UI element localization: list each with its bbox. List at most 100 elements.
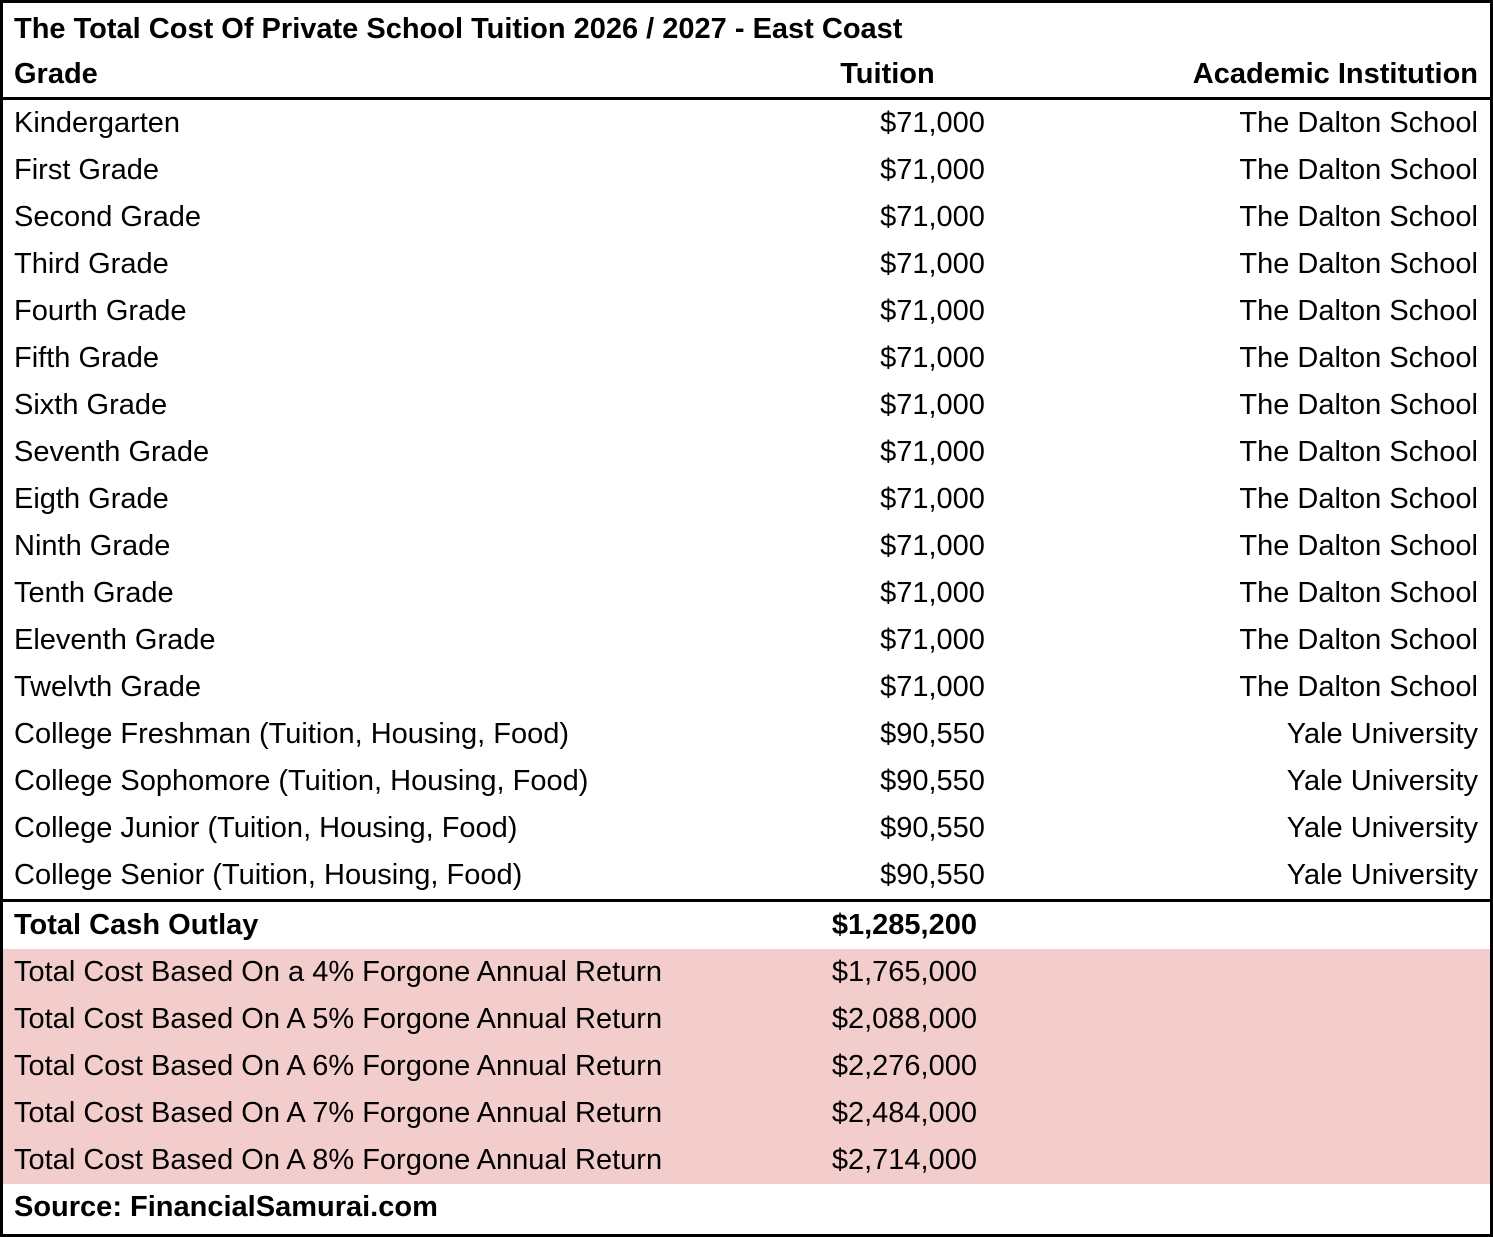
institution-cell: The Dalton School	[1239, 154, 1478, 186]
institution-cell: The Dalton School	[1239, 624, 1478, 656]
forgone-return-label: Total Cost Based On A 8% Forgone Annual …	[14, 1144, 663, 1176]
institution-cell: Yale University	[1286, 718, 1478, 750]
table-row: Eleventh Grade $71,000 The Dalton School	[3, 617, 1490, 664]
empty-cell	[1090, 902, 1490, 949]
forgone-return-label: Total Cost Based On a 4% Forgone Annual …	[14, 956, 663, 988]
institution-cell: The Dalton School	[1239, 248, 1478, 280]
forgone-return-value: $2,276,000	[831, 1050, 977, 1082]
empty-cell	[1090, 996, 1490, 1043]
total-cash-outlay-row: Total Cash Outlay $1,285,200	[3, 902, 1490, 949]
grade-cell: Fourth Grade	[14, 295, 187, 327]
grade-cell: College Junior (Tuition, Housing, Food)	[14, 812, 518, 844]
total-cash-outlay-label: Total Cash Outlay	[14, 909, 259, 941]
table-row: College Freshman (Tuition, Housing, Food…	[3, 711, 1490, 758]
forgone-return-row: Total Cost Based On a 4% Forgone Annual …	[3, 949, 1490, 996]
table-row: Seventh Grade $71,000 The Dalton School	[3, 429, 1490, 476]
column-header-institution: Academic Institution	[1192, 58, 1478, 90]
empty-cell	[1090, 1137, 1490, 1184]
institution-cell: The Dalton School	[1239, 671, 1478, 703]
tuition-cell: $71,000	[880, 295, 985, 327]
table-row: Fourth Grade $71,000 The Dalton School	[3, 288, 1490, 335]
tuition-cell: $90,550	[880, 859, 985, 891]
table-row: Second Grade $71,000 The Dalton School	[3, 194, 1490, 241]
forgone-return-row: Total Cost Based On A 5% Forgone Annual …	[3, 996, 1490, 1043]
tuition-cell: $90,550	[880, 765, 985, 797]
tuition-cell: $71,000	[880, 436, 985, 468]
grade-cell: College Freshman (Tuition, Housing, Food…	[14, 718, 570, 750]
grade-cell: Tenth Grade	[14, 577, 174, 609]
table-row: Tenth Grade $71,000 The Dalton School	[3, 570, 1490, 617]
table-row: First Grade $71,000 The Dalton School	[3, 147, 1490, 194]
forgone-return-value: $2,088,000	[831, 1003, 977, 1035]
column-header-tuition: Tuition	[840, 58, 935, 90]
grade-cell: Seventh Grade	[14, 436, 210, 468]
institution-cell: Yale University	[1286, 812, 1478, 844]
grade-cell: Fifth Grade	[14, 342, 160, 374]
grade-cell: Eigth Grade	[14, 483, 169, 515]
institution-cell: The Dalton School	[1239, 530, 1478, 562]
table-header: Grade Tuition Academic Institution	[3, 52, 1490, 97]
empty-cell	[1090, 1043, 1490, 1090]
institution-cell: The Dalton School	[1239, 389, 1478, 421]
tuition-cell: $90,550	[880, 718, 985, 750]
table-title: The Total Cost Of Private School Tuition…	[14, 13, 903, 45]
forgone-return-row: Total Cost Based On A 8% Forgone Annual …	[3, 1137, 1490, 1184]
table-row: Fifth Grade $71,000 The Dalton School	[3, 335, 1490, 382]
tuition-cell: $71,000	[880, 342, 985, 374]
tuition-cell: $71,000	[880, 389, 985, 421]
tuition-cell: $71,000	[880, 154, 985, 186]
grade-cell: Ninth Grade	[14, 530, 171, 562]
grade-cell: Eleventh Grade	[14, 624, 216, 656]
grade-cell: Second Grade	[14, 201, 202, 233]
tuition-cell: $71,000	[880, 248, 985, 280]
header-divider	[3, 97, 1490, 100]
institution-cell: The Dalton School	[1239, 107, 1478, 139]
table-row: Third Grade $71,000 The Dalton School	[3, 241, 1490, 288]
forgone-return-row: Total Cost Based On A 6% Forgone Annual …	[3, 1043, 1490, 1090]
column-header-grade: Grade	[14, 58, 98, 90]
grade-cell: Third Grade	[14, 248, 169, 280]
tuition-cell: $71,000	[880, 577, 985, 609]
forgone-return-label: Total Cost Based On A 5% Forgone Annual …	[14, 1003, 663, 1035]
table-row: College Junior (Tuition, Housing, Food) $…	[3, 805, 1490, 852]
source-note: Source: FinancialSamurai.com	[14, 1191, 438, 1223]
institution-cell: The Dalton School	[1239, 483, 1478, 515]
institution-cell: Yale University	[1286, 765, 1478, 797]
table-row: Sixth Grade $71,000 The Dalton School	[3, 382, 1490, 429]
tuition-cell: $90,550	[880, 812, 985, 844]
forgone-return-value: $1,765,000	[831, 956, 977, 988]
body-divider	[3, 899, 1490, 902]
institution-cell: The Dalton School	[1239, 342, 1478, 374]
tuition-cell: $71,000	[880, 530, 985, 562]
grade-cell: College Sophomore (Tuition, Housing, Foo…	[14, 765, 589, 797]
grade-cell: Kindergarten	[14, 107, 181, 139]
forgone-return-row: Total Cost Based On A 7% Forgone Annual …	[3, 1090, 1490, 1137]
table-row: College Senior (Tuition, Housing, Food) $…	[3, 852, 1490, 899]
tuition-cell: $71,000	[880, 671, 985, 703]
table-row: Eigth Grade $71,000 The Dalton School	[3, 476, 1490, 523]
forgone-return-value: $2,484,000	[831, 1097, 977, 1129]
institution-cell: The Dalton School	[1239, 577, 1478, 609]
tuition-cell: $71,000	[880, 201, 985, 233]
table-row: College Sophomore (Tuition, Housing, Foo…	[3, 758, 1490, 805]
tuition-cell: $71,000	[880, 624, 985, 656]
grade-cell: Sixth Grade	[14, 389, 168, 421]
tuition-cell: $71,000	[880, 483, 985, 515]
grade-cell: First Grade	[14, 154, 160, 186]
institution-cell: The Dalton School	[1239, 201, 1478, 233]
grade-cell: College Senior (Tuition, Housing, Food)	[14, 859, 523, 891]
table-body: Kindergarten $71,000 The Dalton School Firs…	[3, 100, 1490, 899]
forgone-return-label: Total Cost Based On A 6% Forgone Annual …	[14, 1050, 663, 1082]
institution-cell: The Dalton School	[1239, 295, 1478, 327]
grade-cell: Twelvth Grade	[14, 671, 201, 703]
table-row: Twelvth Grade $71,000 The Dalton School	[3, 664, 1490, 711]
tuition-cell: $71,000	[880, 107, 985, 139]
table-row: Kindergarten $71,000 The Dalton School	[3, 100, 1490, 147]
forgone-rows: Total Cost Based On a 4% Forgone Annual …	[3, 949, 1490, 1184]
empty-cell	[1090, 949, 1490, 996]
table-row: Ninth Grade $71,000 The Dalton School	[3, 523, 1490, 570]
forgone-return-value: $2,714,000	[831, 1144, 977, 1176]
institution-cell: The Dalton School	[1239, 436, 1478, 468]
forgone-return-label: Total Cost Based On A 7% Forgone Annual …	[14, 1097, 663, 1129]
